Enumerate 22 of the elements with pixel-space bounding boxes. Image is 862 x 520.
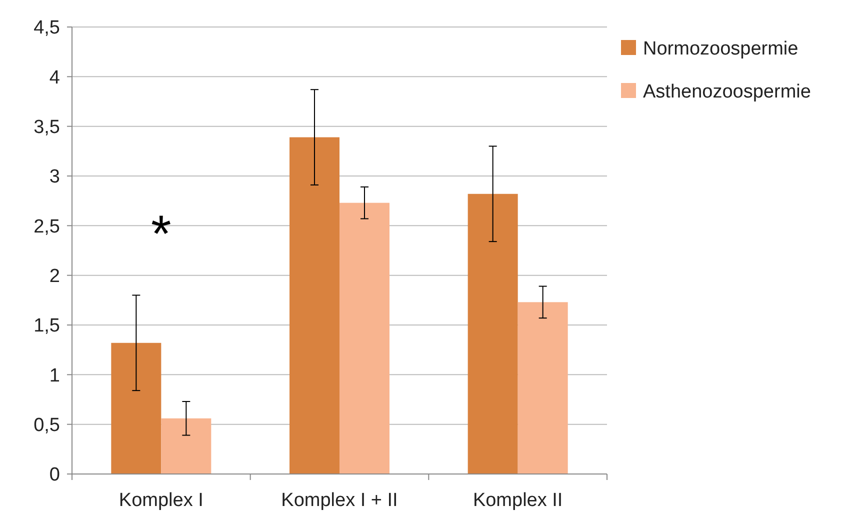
legend-label: Asthenozoospermie: [643, 82, 811, 103]
y-tick-label: 0: [49, 464, 60, 486]
bar: [340, 202, 390, 474]
y-tick-label: 0,5: [34, 414, 60, 436]
y-tick-label: 1,5: [34, 316, 60, 337]
annotation: *: [151, 206, 172, 264]
y-tick-label: 2,5: [34, 216, 60, 238]
bar: [290, 137, 340, 474]
y-tick-label: 3,5: [34, 116, 60, 138]
y-tick-label: 1: [49, 365, 60, 386]
bar: [161, 418, 212, 474]
x-tick-label: Komplex I: [118, 490, 204, 511]
y-tick-label: 2: [49, 266, 60, 287]
y-tick-label: 4: [49, 67, 60, 88]
x-tick-label: Komplex II: [472, 490, 563, 511]
x-tick-label: Komplex I + II: [281, 490, 398, 511]
legend-label: Normozoospermie: [643, 38, 798, 60]
bar: [518, 302, 568, 474]
y-tick-label: 4,5: [34, 18, 60, 39]
y-tick-label: 3: [49, 166, 60, 188]
bar: [111, 342, 162, 474]
bar: [468, 194, 518, 474]
